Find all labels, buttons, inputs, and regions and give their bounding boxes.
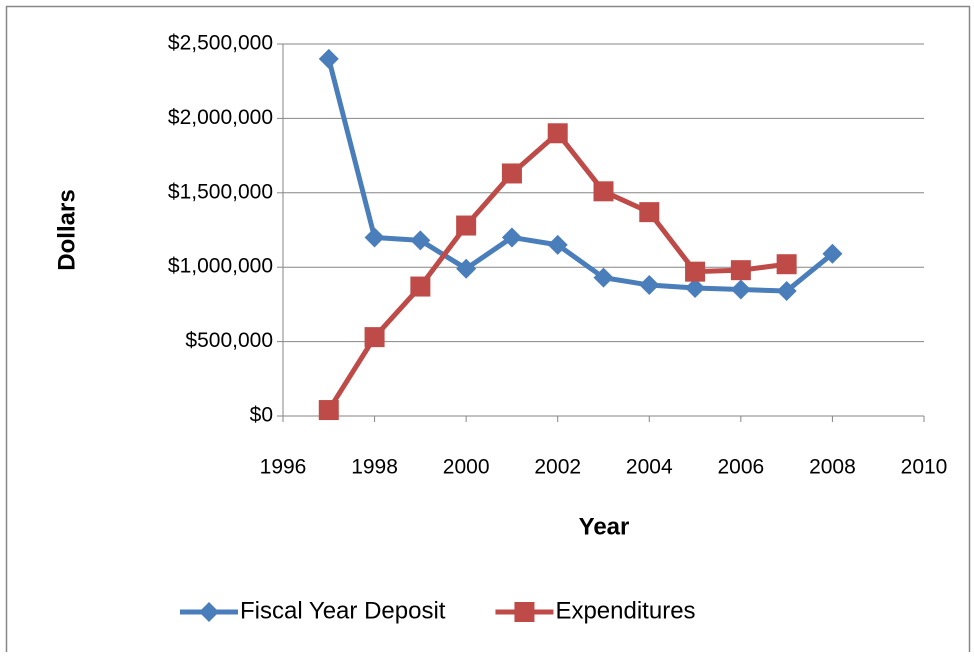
marker — [639, 202, 660, 223]
marker — [364, 227, 385, 248]
marker — [776, 281, 797, 302]
marker — [410, 276, 431, 297]
marker — [501, 163, 522, 184]
marker — [685, 278, 706, 299]
x-tick-label: 2010 — [901, 456, 948, 479]
y-axis-title: Dollars — [53, 189, 80, 270]
marker — [730, 260, 751, 281]
x-tick-label: 2002 — [534, 456, 581, 479]
marker — [639, 275, 660, 296]
marker — [456, 258, 477, 279]
chart-frame — [5, 5, 971, 657]
marker — [547, 123, 568, 144]
y-tick-label: $1,000,000 — [168, 255, 273, 278]
marker — [364, 327, 385, 348]
marker — [501, 227, 522, 248]
x-tick-label: 2004 — [626, 456, 673, 479]
marker — [593, 267, 614, 288]
marker — [685, 261, 706, 282]
y-tick-label: $1,500,000 — [168, 180, 273, 203]
marker — [410, 230, 431, 251]
y-tick-label: $2,000,000 — [168, 106, 273, 129]
marker — [318, 48, 339, 69]
legend-label: Fiscal Year Deposit — [240, 597, 446, 624]
y-tick-label: $0 — [250, 404, 273, 427]
x-tick-label: 1996 — [260, 456, 307, 479]
marker — [730, 279, 751, 300]
marker — [593, 181, 614, 202]
marker — [547, 234, 568, 255]
x-tick-label: 2000 — [443, 456, 490, 479]
marker — [514, 602, 535, 622]
marker — [776, 254, 797, 275]
y-tick-label: $500,000 — [185, 329, 273, 352]
marker — [199, 602, 219, 622]
x-tick-label: 2006 — [717, 456, 764, 479]
y-tick-label: $2,500,000 — [168, 32, 273, 55]
marker — [318, 400, 339, 421]
x-tick-label: 2008 — [809, 456, 856, 479]
marker — [822, 243, 843, 264]
marker — [456, 215, 477, 236]
x-tick-label: 1998 — [351, 456, 398, 479]
x-axis-title: Year — [579, 513, 630, 540]
legend-label: Expenditures — [555, 597, 695, 624]
